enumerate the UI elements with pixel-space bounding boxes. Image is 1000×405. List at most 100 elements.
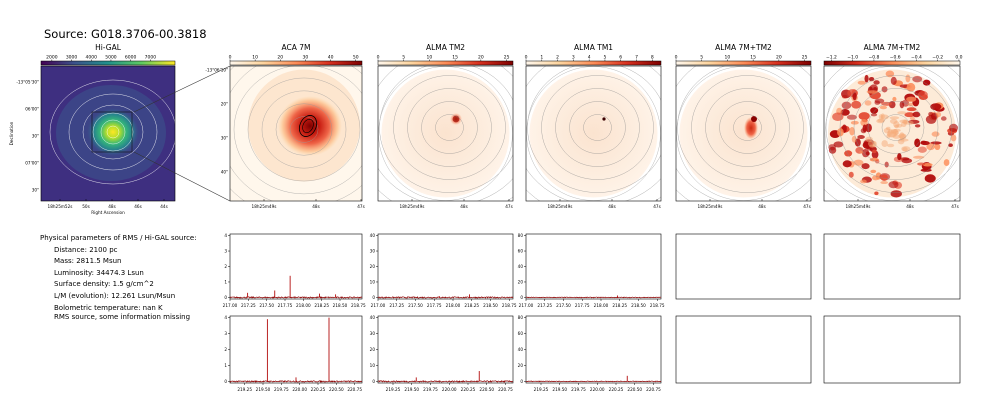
residual-blob	[864, 74, 869, 83]
colorbar-tick-label: 7	[635, 55, 638, 61]
y-tick-label: 0	[520, 379, 523, 384]
x-tick-label: 218.75	[351, 303, 366, 308]
contour	[435, 114, 464, 141]
contour	[421, 101, 478, 154]
residual-blob	[899, 134, 906, 140]
y-tick-label: 40	[518, 264, 524, 269]
map-title: ALMA TM2	[426, 43, 465, 52]
x-tick-label: 50s	[82, 204, 90, 209]
x-tick-label: 218.25	[314, 303, 329, 308]
residual-blob	[872, 149, 877, 154]
residual-blob	[857, 80, 866, 85]
y-tick-label: 4	[224, 233, 227, 238]
map-frame	[377, 65, 514, 202]
x-tick-label: 218.75	[650, 303, 665, 308]
residual-blob	[828, 144, 836, 151]
residual-blob	[892, 96, 897, 102]
x-tick-label: 48s	[312, 204, 320, 209]
residual-blob	[890, 76, 897, 85]
x-tick-label: 220.00	[292, 387, 307, 392]
colorbar-tick-label: −0.4	[911, 55, 922, 61]
x-tick-label: 217.50	[408, 303, 423, 308]
colorbar-tick-label: −1.2	[826, 55, 837, 61]
residual-blob	[880, 181, 889, 185]
source-contour	[302, 119, 314, 133]
map-frame	[40, 65, 176, 202]
y-tick-label: 20	[370, 347, 376, 352]
primary-beam-disc	[529, 69, 658, 198]
residual-blob	[881, 86, 888, 93]
x-tick-label: 217.25	[537, 303, 552, 308]
colorbar-tick-label: 30	[303, 55, 309, 61]
colorbar-tick-label: 25	[802, 55, 808, 61]
residual-blob	[848, 171, 854, 178]
residual-blob	[852, 92, 857, 101]
x-tick-label: 219.50	[552, 387, 567, 392]
residual-blob	[912, 111, 921, 118]
residual-blob	[874, 98, 885, 104]
x-tick-label: 48s	[758, 204, 766, 209]
x-tick-label: 220.25	[311, 387, 326, 392]
y-tick-label: 80	[518, 315, 524, 320]
physical-parameters: Physical parameters of RMS / Hi-GAL sour…	[40, 233, 197, 314]
colorbar-tick-label: 8	[651, 55, 654, 61]
residual-blob	[880, 113, 885, 120]
colorbar	[40, 60, 176, 66]
spectrum-baseline	[525, 380, 662, 383]
y-tick-label: 20"	[221, 102, 228, 107]
map-frame	[525, 65, 662, 202]
residual-blob	[950, 134, 957, 142]
x-tick-label: 47s	[803, 204, 811, 209]
residual-blob	[917, 162, 926, 166]
colorbar-tick-label: 2	[556, 55, 559, 61]
residual-blob	[886, 143, 895, 148]
residual-blob	[884, 161, 889, 168]
map-title: ALMA 7M+TM2	[715, 43, 772, 52]
compact-source	[602, 117, 606, 121]
x-tick-label: 219.25	[534, 387, 549, 392]
colorbar	[229, 60, 363, 66]
colorbar-tick-label: 0	[229, 55, 232, 61]
residual-blob	[948, 123, 959, 132]
x-tick-label: 219.50	[404, 387, 419, 392]
primary-beam-edge	[526, 66, 661, 201]
compact-source-halo	[450, 113, 462, 125]
colorbar-tick-label: 25	[504, 55, 510, 61]
residual-blob	[902, 147, 908, 152]
contour	[881, 114, 911, 141]
map-title: ALMA 7M+TM2	[864, 43, 921, 52]
x-tick-label: 217.75	[278, 303, 293, 308]
x-tick-label: 217.50	[556, 303, 571, 308]
residual-blob	[934, 143, 941, 151]
contour	[583, 114, 612, 141]
x-tick-label: 219.25	[237, 387, 252, 392]
residual-blob	[850, 120, 859, 125]
x-tick-label: 218.50	[483, 303, 498, 308]
contour	[289, 116, 319, 143]
residual-blob	[917, 90, 928, 99]
param-bolometric-temperature: Bolometric temperature: nan K	[54, 303, 163, 312]
map-image	[676, 66, 811, 201]
map-panel-1: ACA 7M 0 10 20 30 40 50 18h25m49s 48s 47s -13°06'1…	[205, 43, 364, 209]
contour	[733, 114, 762, 141]
residual-blob	[906, 82, 916, 92]
contour	[719, 101, 776, 154]
contour	[527, 66, 661, 193]
residual-blob	[842, 160, 852, 168]
x-tick-label: 219.75	[571, 387, 586, 392]
residual-blob	[864, 100, 872, 106]
residual-blob	[914, 138, 921, 148]
y-tick-label: 40	[518, 347, 524, 352]
contour	[853, 88, 939, 167]
contour	[569, 101, 626, 154]
y-tick-label: 0	[372, 295, 375, 300]
colorbar-tick-label: 1	[540, 55, 543, 61]
residual-blob	[899, 100, 905, 109]
y-tick-label: -13°05'30"	[16, 80, 39, 85]
residual-blob	[931, 131, 940, 137]
x-tick-label: 217.25	[241, 303, 256, 308]
contour	[49, 79, 175, 185]
y-tick-label: 60	[518, 331, 524, 336]
